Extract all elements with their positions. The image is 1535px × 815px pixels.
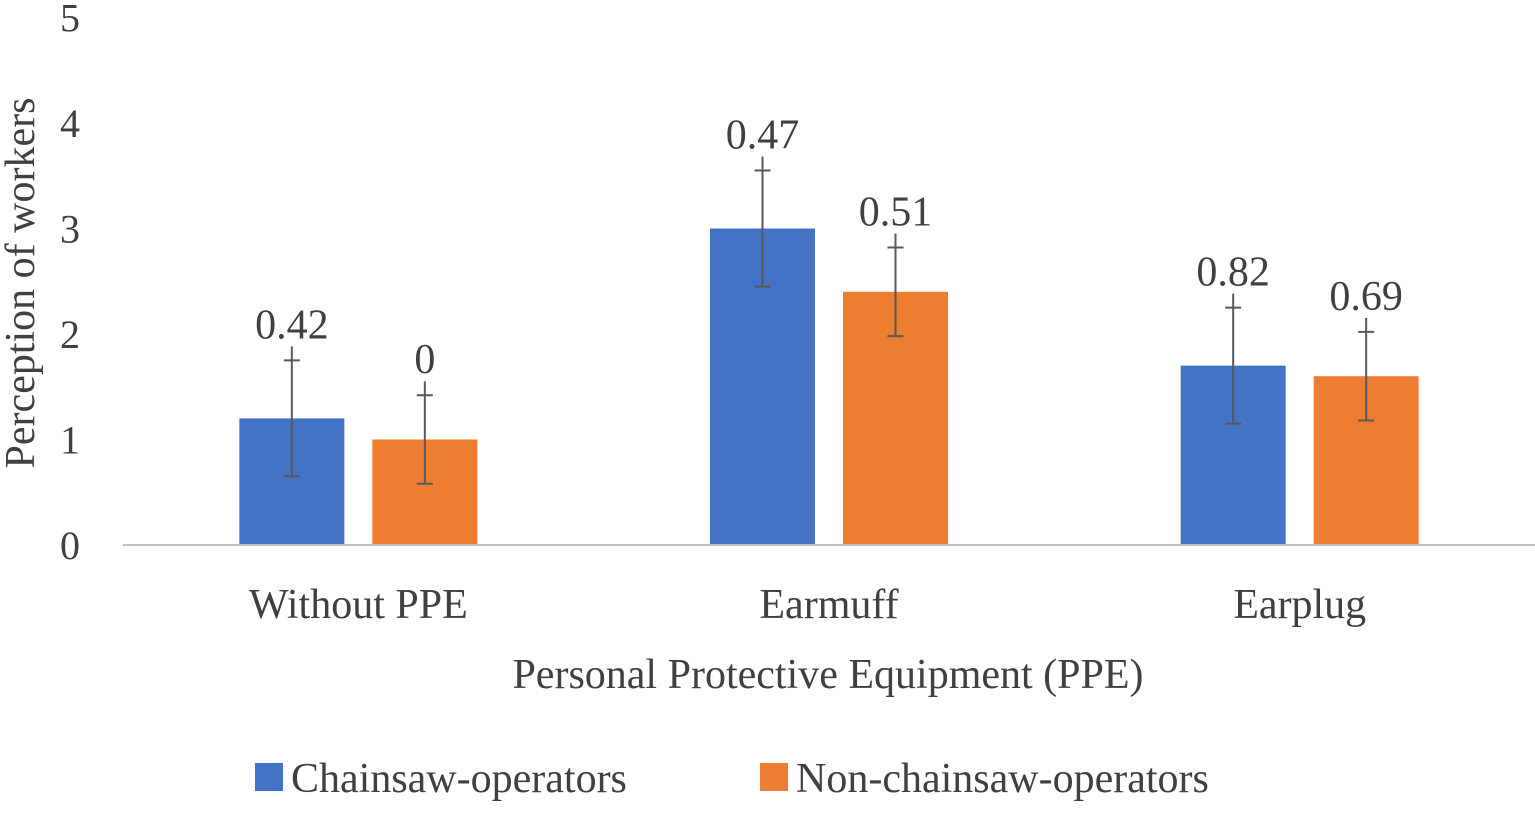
y-tick-label: 2 xyxy=(60,312,80,357)
y-tick-label: 0 xyxy=(60,523,80,568)
legend-item: Chainsaw-operators xyxy=(255,756,627,802)
legend-label: Non-chainsaw-operators xyxy=(796,756,1209,802)
error-bar xyxy=(283,346,300,478)
data-label: 0.69 xyxy=(1329,274,1403,320)
data-labels: 0.42 0 0.47 0.51 0.82 0.69 xyxy=(255,112,1403,383)
y-axis-ticks: 0 1 2 3 4 5 xyxy=(60,0,80,568)
legend-swatch xyxy=(255,763,283,791)
y-tick-label: 3 xyxy=(60,207,80,252)
x-axis-title: Personal Protective Equipment (PPE) xyxy=(512,652,1143,698)
data-label: 0.51 xyxy=(859,189,933,235)
legend-label: Chainsaw-operators xyxy=(291,756,627,802)
y-tick-label: 1 xyxy=(60,418,80,463)
error-bar xyxy=(416,381,433,485)
data-label: 0.47 xyxy=(726,112,800,158)
data-label: 0.82 xyxy=(1196,250,1270,296)
category-label: Without PPE xyxy=(249,582,468,628)
legend-swatch xyxy=(760,763,788,791)
data-label: 0.42 xyxy=(255,302,329,348)
error-bar xyxy=(754,156,771,288)
category-labels: Without PPE Earmuff Earplug xyxy=(249,582,1366,628)
data-label: 0 xyxy=(414,337,435,383)
y-axis-title: Perception of workers xyxy=(0,98,44,469)
error-bar xyxy=(1358,317,1375,422)
category-label: Earmuff xyxy=(759,582,898,628)
error-bar xyxy=(1225,293,1242,425)
legend: Chainsaw-operators Non-chainsaw-operators xyxy=(255,756,1209,802)
y-tick-label: 5 xyxy=(60,0,80,41)
category-label: Earplug xyxy=(1233,582,1366,628)
error-bars xyxy=(283,156,1375,485)
legend-item: Non-chainsaw-operators xyxy=(760,756,1209,802)
error-bar xyxy=(887,233,904,338)
y-tick-label: 4 xyxy=(60,101,80,146)
